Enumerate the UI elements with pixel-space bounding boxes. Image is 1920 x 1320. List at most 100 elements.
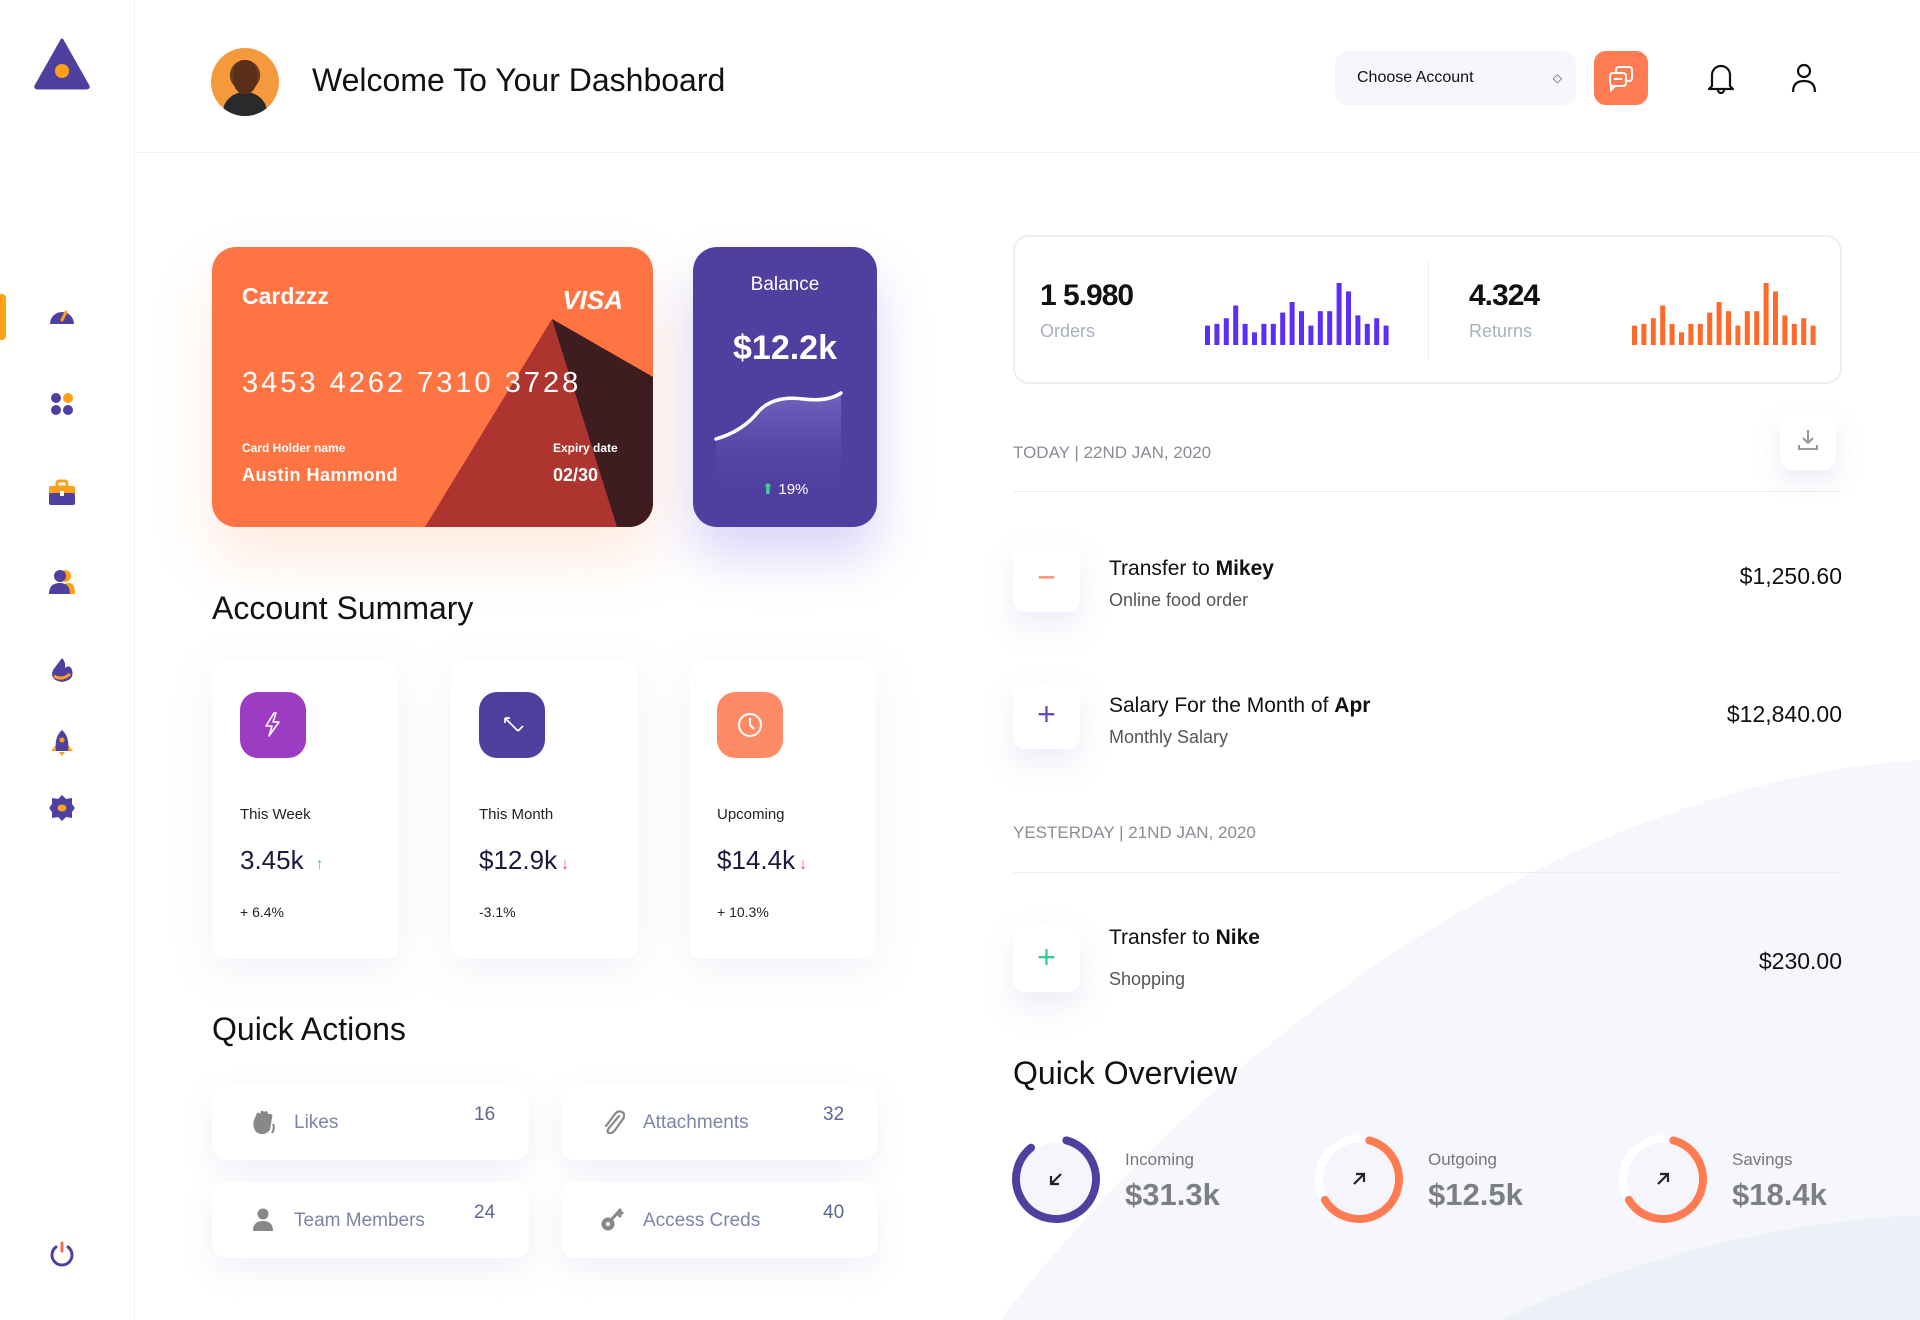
arrow-down-icon: ↓ [799, 856, 808, 873]
bar [1336, 283, 1342, 345]
key-icon [601, 1207, 624, 1231]
balance-change: 19% [778, 481, 809, 498]
quick-action-access-creds[interactable]: Access Creds 40 [561, 1182, 877, 1258]
transaction-type-icon: − [1013, 545, 1080, 612]
bar [1660, 305, 1666, 345]
bar [1735, 325, 1741, 345]
logout-power-icon[interactable] [48, 1240, 76, 1268]
orders-value: 1 5.980 [1040, 279, 1134, 312]
quick-action-team-members[interactable]: Team Members 24 [212, 1182, 529, 1258]
today-date-label: TODAY | 22ND JAN, 2020 [1013, 443, 1212, 462]
summary-label: This Week [240, 806, 311, 823]
bar [1632, 325, 1637, 345]
sidebar-item-fire[interactable] [48, 656, 76, 684]
progress-arc [1619, 1135, 1707, 1223]
summary-icon-box [240, 692, 306, 758]
sidebar-item-dashboard[interactable] [48, 302, 76, 330]
sidebar-item-settings[interactable] [48, 794, 76, 822]
download-button[interactable] [1780, 414, 1836, 470]
arrow-up-right-icon [1657, 1172, 1670, 1185]
summary-icon-box [479, 692, 545, 758]
quick-action-likes[interactable]: Likes 16 [212, 1084, 529, 1160]
bar [1650, 318, 1656, 345]
quick-action-count: 40 [823, 1202, 845, 1223]
transaction-title[interactable]: Transfer to Nike [1109, 926, 1260, 950]
summary-card-0[interactable]: This Week 3.45k ↑ + 6.4% [212, 661, 399, 959]
bar [1688, 323, 1694, 345]
summary-card-2[interactable]: Upcoming $14.4k ↓ + 10.3% [689, 661, 876, 959]
overview-value: $31.3k [1125, 1177, 1220, 1212]
arrow-down-left-icon [1049, 1173, 1062, 1186]
overview-label: Outgoing [1428, 1150, 1497, 1169]
plus-icon: + [1037, 696, 1056, 732]
logo-icon [34, 38, 90, 90]
quick-action-count: 24 [474, 1202, 496, 1223]
sidebar-item-apps[interactable] [48, 390, 76, 418]
chat-icon [1609, 66, 1633, 92]
overview-ring-incoming [1010, 1133, 1102, 1225]
messages-button[interactable] [1594, 51, 1648, 105]
transaction-amount: $12,840.00 [1726, 701, 1842, 727]
balance-card[interactable]: Balance $12.2k ⬆ 19% [693, 247, 877, 527]
transaction-amount: $230.00 [1758, 948, 1842, 974]
lightning-icon [265, 712, 280, 737]
user-icon [253, 1208, 273, 1231]
bar [1782, 315, 1788, 345]
balance-sparkline [714, 391, 843, 497]
transaction-party: Nike [1215, 926, 1260, 949]
transaction-party: Apr [1334, 694, 1371, 717]
bar [1383, 325, 1389, 345]
paperclip-icon [604, 1110, 625, 1134]
sidebar-item-users[interactable] [48, 568, 76, 596]
transaction-subtitle: Monthly Salary [1109, 727, 1229, 747]
bar [1697, 323, 1703, 345]
bar [1355, 315, 1361, 345]
sidebar-item-briefcase[interactable] [48, 479, 76, 507]
sidebar [0, 0, 135, 1320]
transaction-subtitle: Online food order [1109, 590, 1249, 610]
credit-card[interactable]: Cardzzz VISA 3453 4262 7310 3728 Card Ho… [212, 247, 653, 527]
bar [1744, 311, 1750, 345]
page-title: Welcome To Your Dashboard [312, 62, 726, 98]
transaction-title[interactable]: Transfer to Mikey [1109, 557, 1274, 581]
account-summary-title: Account Summary [212, 590, 474, 626]
transaction-title[interactable]: Salary For the Month of Apr [1109, 694, 1370, 718]
bar [1308, 325, 1314, 345]
overview-label: Incoming [1125, 1150, 1194, 1169]
account-select-value: Choose Account [1357, 69, 1474, 86]
summary-card-1[interactable]: This Month $12.9k ↓ -3.1% [451, 661, 638, 959]
arrow-up-icon: ⬆ [761, 481, 775, 498]
overview-ring-savings [1617, 1133, 1709, 1225]
orders-returns-card: 1 5.980 Orders 4.324 Returns [1013, 235, 1842, 384]
bar [1773, 291, 1778, 345]
transaction-type-icon: + [1013, 682, 1080, 749]
bar [1289, 302, 1295, 345]
plus-icon: + [1037, 939, 1056, 975]
sidebar-item-rocket[interactable] [48, 729, 76, 757]
balance-label: Balance [750, 274, 820, 295]
bar [1810, 325, 1816, 345]
bar [1327, 311, 1333, 345]
active-indicator [0, 294, 6, 340]
profile-user-icon[interactable] [1790, 62, 1818, 94]
clock-icon [738, 713, 762, 737]
bar [1801, 318, 1807, 345]
transaction-prefix: Transfer to [1109, 926, 1216, 949]
avatar[interactable] [211, 48, 279, 116]
orders-label: Orders [1040, 321, 1096, 341]
expiry-date: 02/30 [553, 465, 599, 485]
progress-arc [1315, 1135, 1403, 1223]
notification-bell-icon[interactable] [1706, 62, 1736, 94]
bar [1252, 332, 1257, 345]
quick-action-attachments[interactable]: Attachments 32 [561, 1084, 877, 1160]
returns-value: 4.324 [1469, 279, 1540, 312]
quick-overview-title: Quick Overview [1013, 1055, 1238, 1091]
account-select[interactable]: Choose Account ◇ [1335, 51, 1576, 105]
bar [1763, 283, 1769, 345]
transaction-type-icon: + [1013, 925, 1080, 992]
bar [1374, 318, 1380, 345]
overview-value: $18.4k [1732, 1177, 1827, 1212]
progress-arc [1012, 1135, 1100, 1223]
summary-value: $12.9k [479, 845, 558, 875]
transaction-subtitle: Shopping [1109, 969, 1186, 989]
